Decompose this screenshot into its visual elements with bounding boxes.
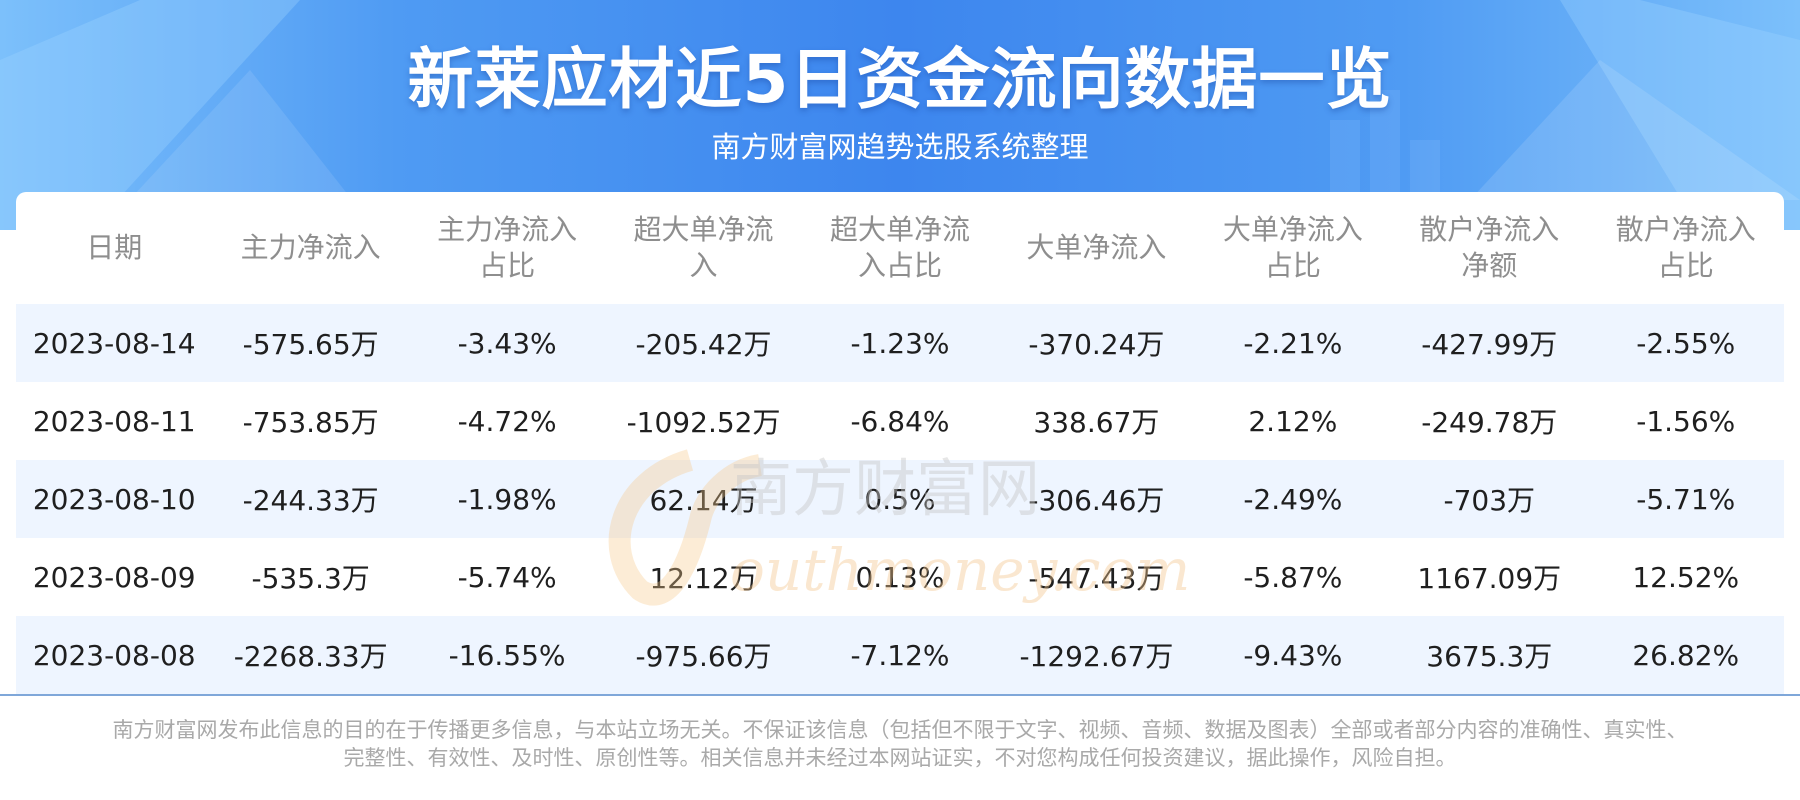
divider: [0, 694, 1800, 696]
disclaimer-text: 南方财富网发布此信息的目的在于传播更多信息，与本站立场无关。不保证该信息（包括但…: [60, 716, 1740, 772]
cell-super-large-net-inflow: -205.42万: [605, 304, 802, 382]
cell-large-net-inflow-ratio: -2.49%: [1194, 460, 1392, 538]
disclaimer-line-2: 完整性、有效性、及时性、原创性等。相关信息并未经过本网站证实，不对您构成任何投资…: [343, 746, 1457, 770]
banner-decoration: [0, 0, 1800, 230]
cell-large-net-inflow: -547.43万: [1028, 562, 1165, 595]
cell-super-large-net-inflow-ratio: -7.12%: [801, 616, 999, 694]
cell-retail-net-inflow-ratio: -2.55%: [1587, 304, 1784, 382]
table-card: [16, 192, 1784, 694]
cell-main-net-inflow-ratio: -16.55%: [408, 616, 606, 694]
column-header-large-net-inflow-ratio: 大单净流入 占比: [1222, 213, 1363, 282]
fund-flow-table: 日期 主力净流入 主力净流入 占比 超大单净流入 超大单净流 入占比 大单净流入 大…: [16, 192, 1784, 694]
cell-super-large-net-inflow: -975.66万: [605, 616, 802, 694]
column-header-retail-net-inflow-ratio: 散户净流入 占比: [1615, 213, 1756, 282]
cell-main-net-inflow-ratio: -1.98%: [408, 460, 606, 538]
cell-super-large-net-inflow: 12.12万: [649, 562, 758, 595]
cell-main-net-inflow: -753.85万: [242, 406, 379, 439]
cell-retail-net-inflow-ratio: -1.56%: [1636, 404, 1736, 438]
cell-large-net-inflow: -1292.67万: [998, 616, 1195, 694]
cell-super-large-net-inflow-ratio: 0.5%: [801, 460, 999, 538]
cell-retail-net-inflow: -249.78万: [1421, 406, 1558, 439]
cell-main-net-inflow: -2268.33万: [212, 616, 409, 694]
cell-super-large-net-inflow-ratio: 0.13%: [855, 560, 945, 594]
cell-large-net-inflow-ratio: -5.87%: [1243, 560, 1343, 594]
cell-retail-net-inflow: 3675.3万: [1391, 616, 1588, 694]
cell-date: 2023-08-09: [32, 560, 196, 594]
cell-super-large-net-inflow-ratio: -1.23%: [801, 304, 999, 382]
cell-large-net-inflow: -306.46万: [998, 460, 1195, 538]
cell-large-net-inflow-ratio: 2.12%: [1248, 404, 1338, 438]
cell-retail-net-inflow-ratio: 12.52%: [1632, 560, 1740, 594]
cell-super-large-net-inflow: 62.14万: [605, 460, 802, 538]
page-subtitle: 南方财富网趋势选股系统整理: [711, 130, 1089, 164]
cell-large-net-inflow-ratio: -9.43%: [1194, 616, 1392, 694]
cell-retail-net-inflow-ratio: -5.71%: [1587, 460, 1784, 538]
cell-large-net-inflow: 338.67万: [1033, 406, 1160, 439]
cell-date: 2023-08-11: [32, 404, 196, 438]
column-header-date: 日期: [86, 231, 143, 264]
column-header-main-net-inflow: 主力净流入: [240, 231, 381, 264]
cell-main-net-inflow: -575.65万: [212, 304, 409, 382]
column-header-super-large-net-inflow: 超大单净流入: [633, 213, 774, 282]
cell-retail-net-inflow: 1167.09万: [1417, 562, 1562, 595]
cell-date: 2023-08-14: [16, 304, 213, 382]
table-header-row: 日期 主力净流入 主力净流入 占比 超大单净流入 超大单净流 入占比 大单净流入 大…: [16, 192, 1784, 304]
cell-main-net-inflow-ratio: -3.43%: [408, 304, 606, 382]
cell-main-net-inflow: -244.33万: [212, 460, 409, 538]
header-banner: 新莱应材近5日资金流向数据一览 南方财富网趋势选股系统整理: [0, 0, 1800, 230]
cell-retail-net-inflow: -427.99万: [1391, 304, 1588, 382]
cell-super-large-net-inflow: -1092.52万: [626, 406, 781, 439]
cell-main-net-inflow: -535.3万: [251, 562, 370, 595]
cell-date: 2023-08-10: [16, 460, 213, 538]
column-header-retail-net-inflow: 散户净流入 净额: [1419, 213, 1560, 282]
cell-super-large-net-inflow-ratio: -6.84%: [850, 404, 950, 438]
cell-large-net-inflow-ratio: -2.21%: [1194, 304, 1392, 382]
table-row: 2023-08-11 -753.85万 -4.72% -1092.52万 -6.…: [16, 382, 1784, 460]
cell-retail-net-inflow-ratio: 26.82%: [1587, 616, 1784, 694]
table-row: 2023-08-10 -244.33万 -1.98% 62.14万 0.5% -…: [16, 460, 1784, 538]
page-title: 新莱应材近5日资金流向数据一览: [407, 41, 1393, 118]
column-header-super-large-net-inflow-ratio: 超大单净流 入占比: [829, 213, 970, 282]
disclaimer-line-1: 南方财富网发布此信息的目的在于传播更多信息，与本站立场无关。不保证该信息（包括但…: [112, 718, 1688, 742]
column-header-large-net-inflow: 大单净流入: [1026, 231, 1167, 264]
cell-main-net-inflow-ratio: -5.74%: [457, 560, 557, 594]
cell-retail-net-inflow: -703万: [1391, 460, 1588, 538]
cell-large-net-inflow: -370.24万: [998, 304, 1195, 382]
table-row: 2023-08-14 -575.65万 -3.43% -205.42万 -1.2…: [16, 304, 1784, 382]
table-row: 2023-08-08 -2268.33万 -16.55% -975.66万 -7…: [16, 616, 1784, 694]
cell-date: 2023-08-08: [16, 616, 213, 694]
column-header-main-net-inflow-ratio: 主力净流入 占比: [437, 213, 578, 282]
table-row: 2023-08-09 -535.3万 -5.74% 12.12万 0.13% -…: [16, 538, 1784, 616]
cell-main-net-inflow-ratio: -4.72%: [457, 404, 557, 438]
